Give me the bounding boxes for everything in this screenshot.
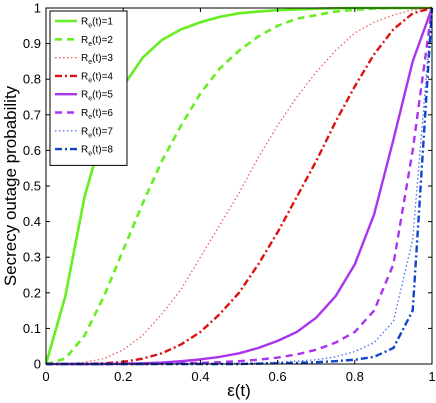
x-tick-label: 0.4 bbox=[191, 369, 209, 384]
legend-label-4: Re(t)=4 bbox=[81, 71, 113, 84]
x-tick-label: 0 bbox=[42, 369, 49, 384]
y-tick-label: 0.4 bbox=[23, 214, 41, 229]
x-tick-label: 0.2 bbox=[114, 369, 132, 384]
y-tick-label: 0.7 bbox=[23, 107, 41, 122]
series-line-2 bbox=[45, 6, 432, 366]
y-tick-label: 1 bbox=[34, 1, 41, 16]
x-tick-label: 1 bbox=[428, 369, 435, 384]
series-line-3 bbox=[46, 7, 433, 365]
y-tick-label: 0.6 bbox=[23, 143, 41, 158]
legend-box bbox=[49, 10, 128, 166]
y-tick-label: 0.2 bbox=[23, 285, 41, 300]
legend: Re(t)=1 Re(t)=2 Re(t)=3 Re(t)=4 Re(t)=5 Re(t)… bbox=[49, 10, 128, 166]
legend-label-2: Re(t)=2 bbox=[81, 35, 113, 48]
legend-label-7: Re(t)=7 bbox=[81, 126, 113, 139]
legend-label-1: Re(t)=1 bbox=[81, 17, 113, 30]
legend-label-6: Re(t)=6 bbox=[81, 108, 113, 121]
x-axis-label: ε(t) bbox=[227, 381, 251, 400]
legend-label-5: Re(t)=5 bbox=[81, 90, 113, 103]
legend-label-3: Re(t)=3 bbox=[81, 53, 113, 66]
y-tick-label: 0.5 bbox=[23, 179, 41, 194]
x-axis: 0 0.2 0.4 0.6 0.8 1 bbox=[42, 8, 436, 384]
y-axis: 0 0.1 0.2 0.3 0.4 0.5 0.6 0.7 0.8 0.9 1 bbox=[23, 1, 432, 372]
y-axis-label: Secrecy outage probability bbox=[1, 85, 20, 286]
y-tick-label: 0.9 bbox=[23, 36, 41, 51]
x-tick-label: 0.6 bbox=[269, 369, 287, 384]
y-tick-label: 0.1 bbox=[23, 321, 41, 336]
legend-label-8: Re(t)=8 bbox=[81, 145, 113, 158]
y-tick-label: 0.3 bbox=[23, 250, 41, 265]
y-tick-label: 0.8 bbox=[23, 72, 41, 87]
x-tick-label: 0.8 bbox=[346, 369, 364, 384]
y-tick-label: 0 bbox=[34, 357, 41, 372]
